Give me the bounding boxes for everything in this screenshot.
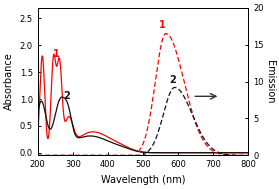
Y-axis label: Emission: Emission <box>265 60 275 103</box>
Text: 2: 2 <box>63 91 70 101</box>
X-axis label: Wavelength (nm): Wavelength (nm) <box>101 175 185 185</box>
Text: 1: 1 <box>52 49 59 59</box>
Y-axis label: Absorbance: Absorbance <box>4 53 14 110</box>
Text: 2: 2 <box>169 75 176 85</box>
Text: 1: 1 <box>159 20 165 30</box>
